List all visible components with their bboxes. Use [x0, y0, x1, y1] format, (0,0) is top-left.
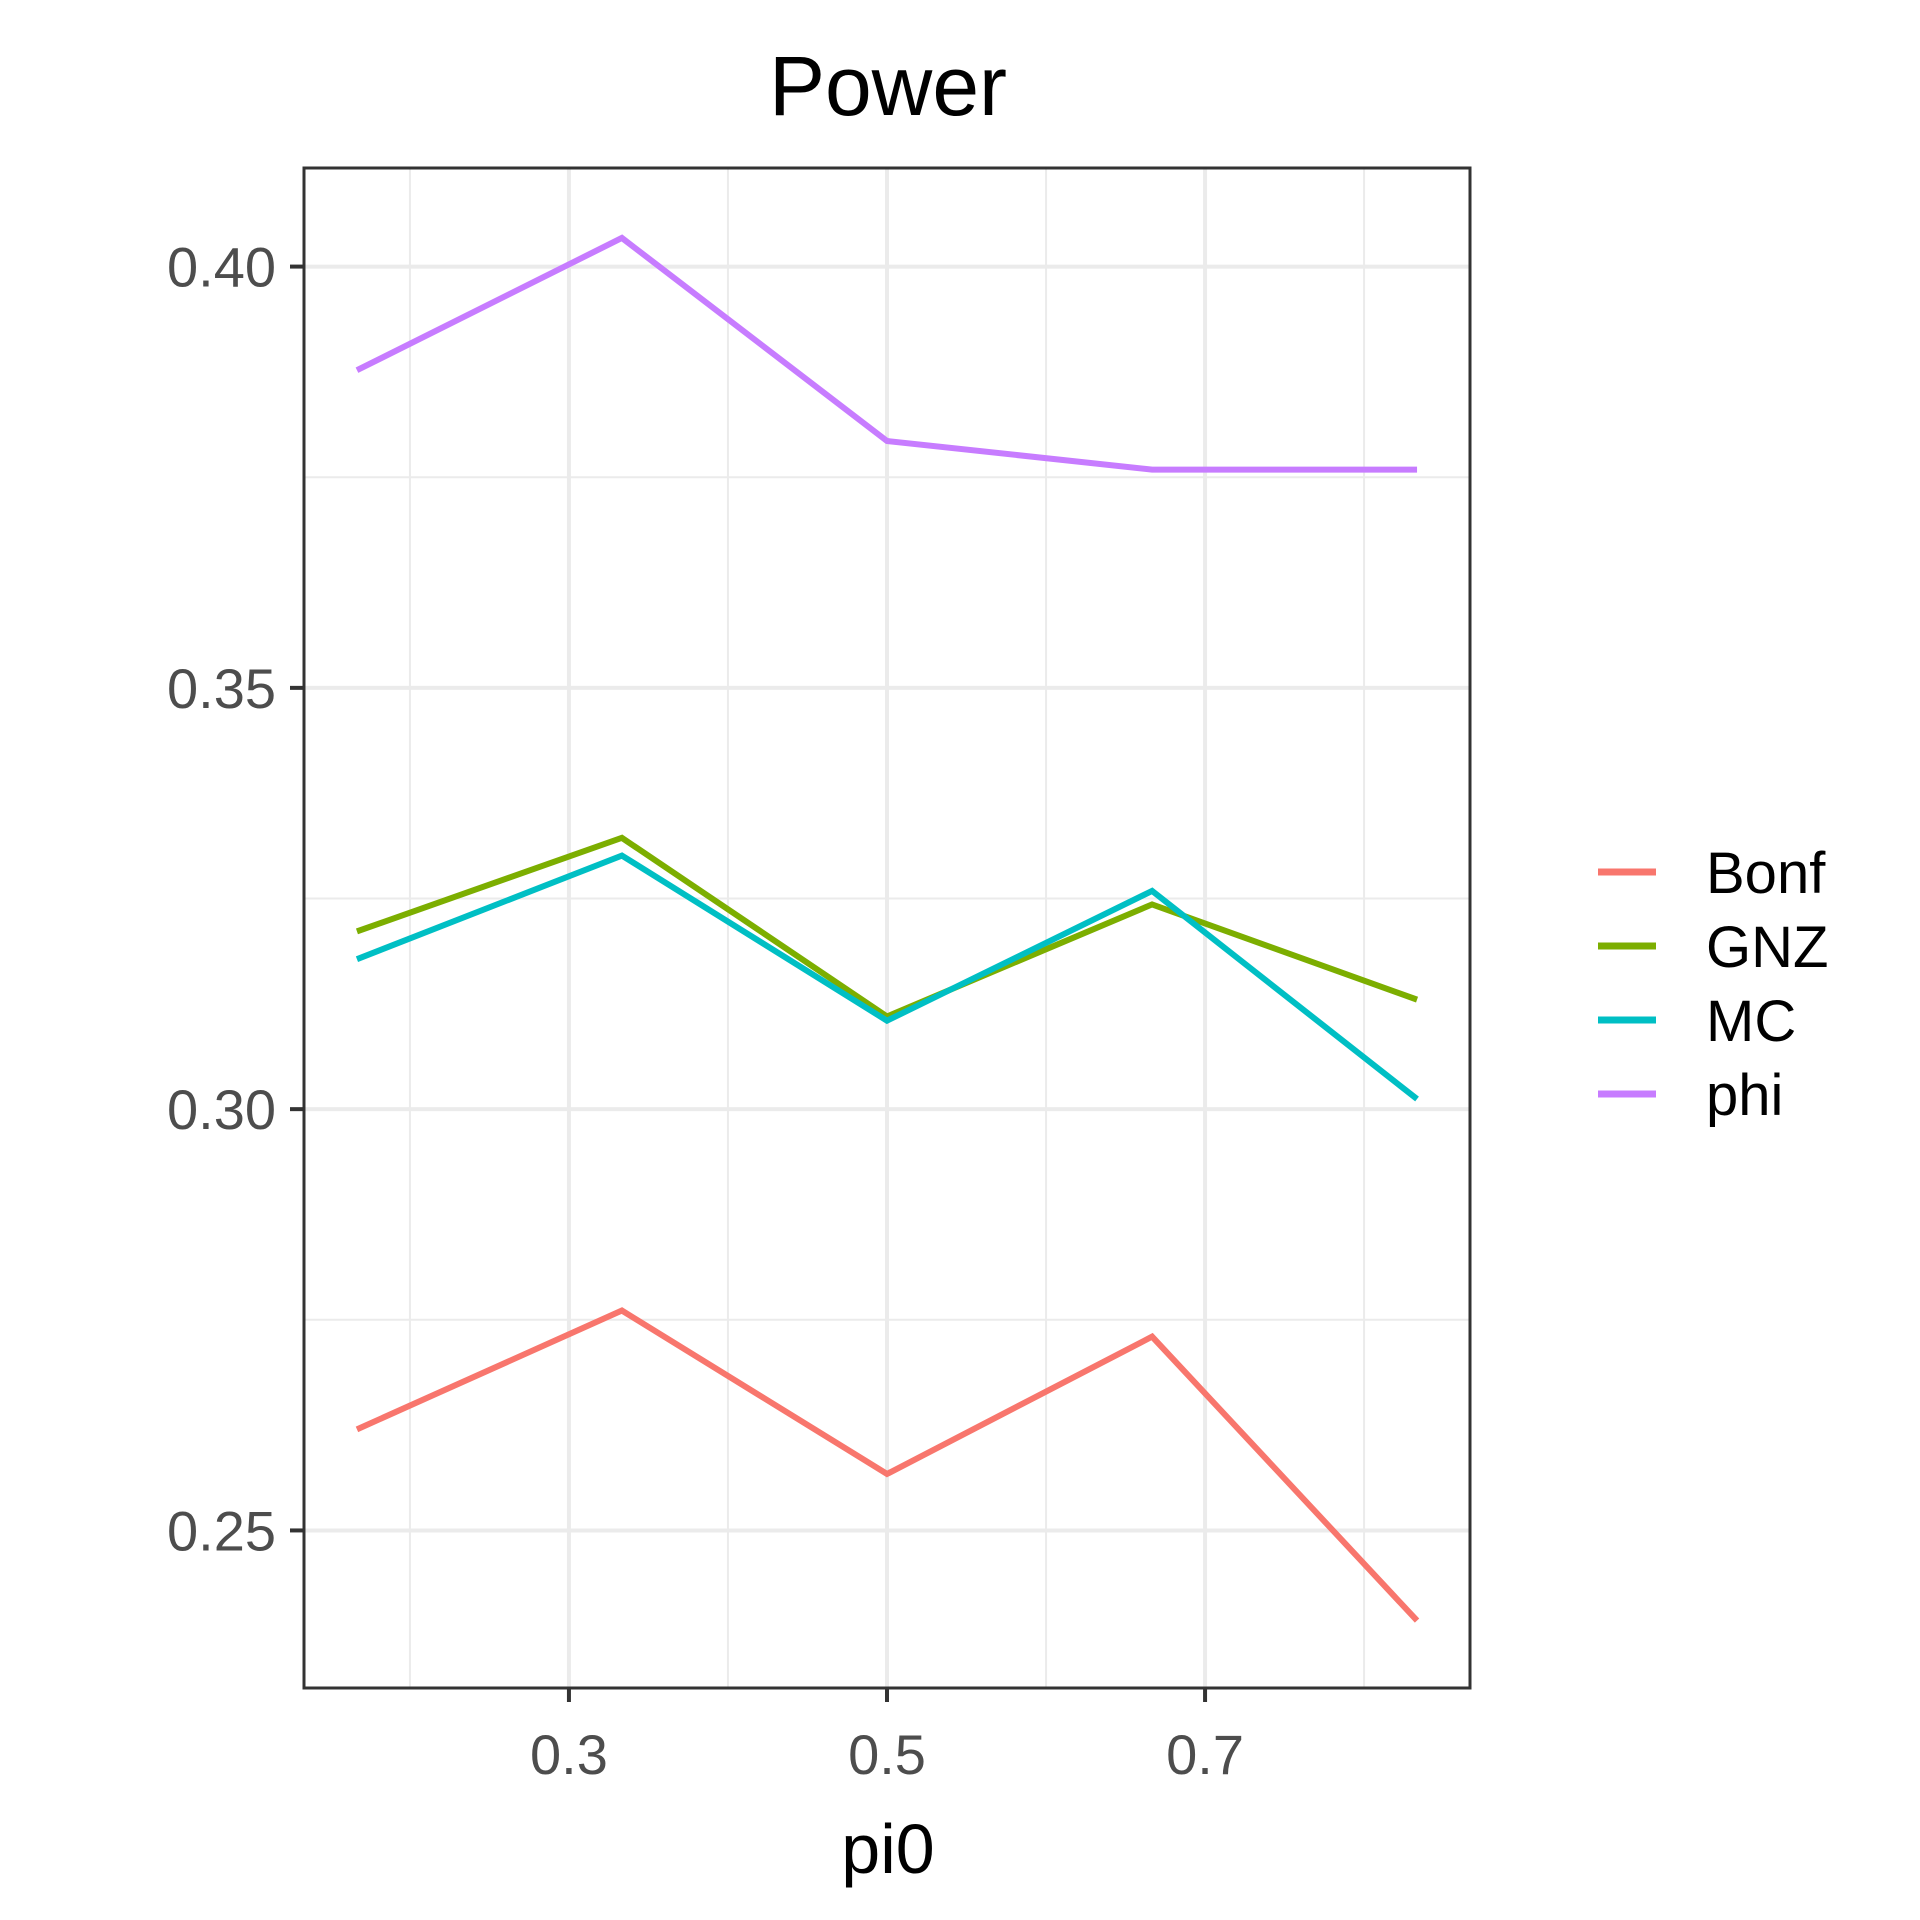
series-lines — [355, 234, 1420, 1623]
legend: Bonf GNZ MC phi — [1598, 841, 1828, 1128]
series-line-gnz — [355, 834, 1419, 1020]
series-line-bonf — [355, 1307, 1420, 1623]
y-tick-label: 0.40 — [167, 236, 276, 299]
legend-label-mc: MC — [1706, 989, 1796, 1054]
legend-label-bonf: Bonf — [1706, 841, 1826, 906]
x-tick-label: 0.3 — [530, 1723, 608, 1786]
y-tick-label: 0.35 — [167, 657, 276, 720]
axes: 0.25 0.30 0.35 0.40 0.3 0.5 0.7 — [167, 236, 1244, 1786]
y-tick-label: 0.25 — [167, 1499, 276, 1562]
grid-lines — [304, 168, 1470, 1688]
x-axis-title: pi0 — [841, 1810, 934, 1888]
x-tick-label: 0.5 — [848, 1723, 926, 1786]
x-tick-label: 0.7 — [1166, 1723, 1244, 1786]
series-line-mc — [355, 852, 1419, 1102]
legend-label-gnz: GNZ — [1706, 915, 1828, 980]
legend-label-phi: phi — [1706, 1063, 1783, 1128]
y-tick-label: 0.30 — [167, 1078, 276, 1141]
chart-title: Power — [769, 39, 1007, 133]
series-line-phi — [355, 234, 1418, 473]
